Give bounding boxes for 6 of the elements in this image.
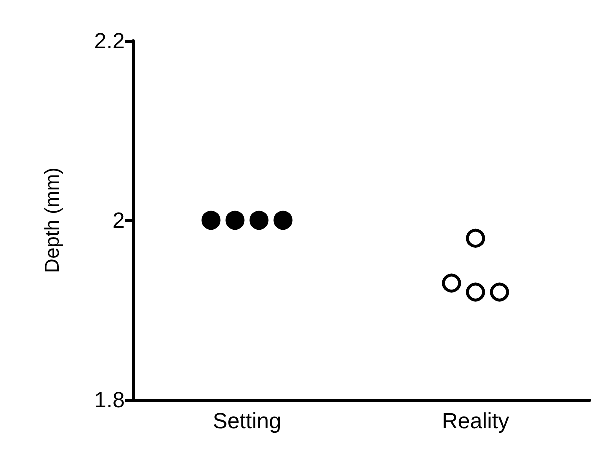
x-tick-label: Reality bbox=[442, 408, 510, 434]
x-tick-label: Setting bbox=[213, 408, 282, 434]
y-tick-label: 1.8 bbox=[94, 388, 125, 412]
y-axis-title: Depth (mm) bbox=[42, 168, 64, 274]
y-tick-label: 2.2 bbox=[94, 28, 125, 54]
y-tick-label: 2 bbox=[112, 208, 125, 233]
